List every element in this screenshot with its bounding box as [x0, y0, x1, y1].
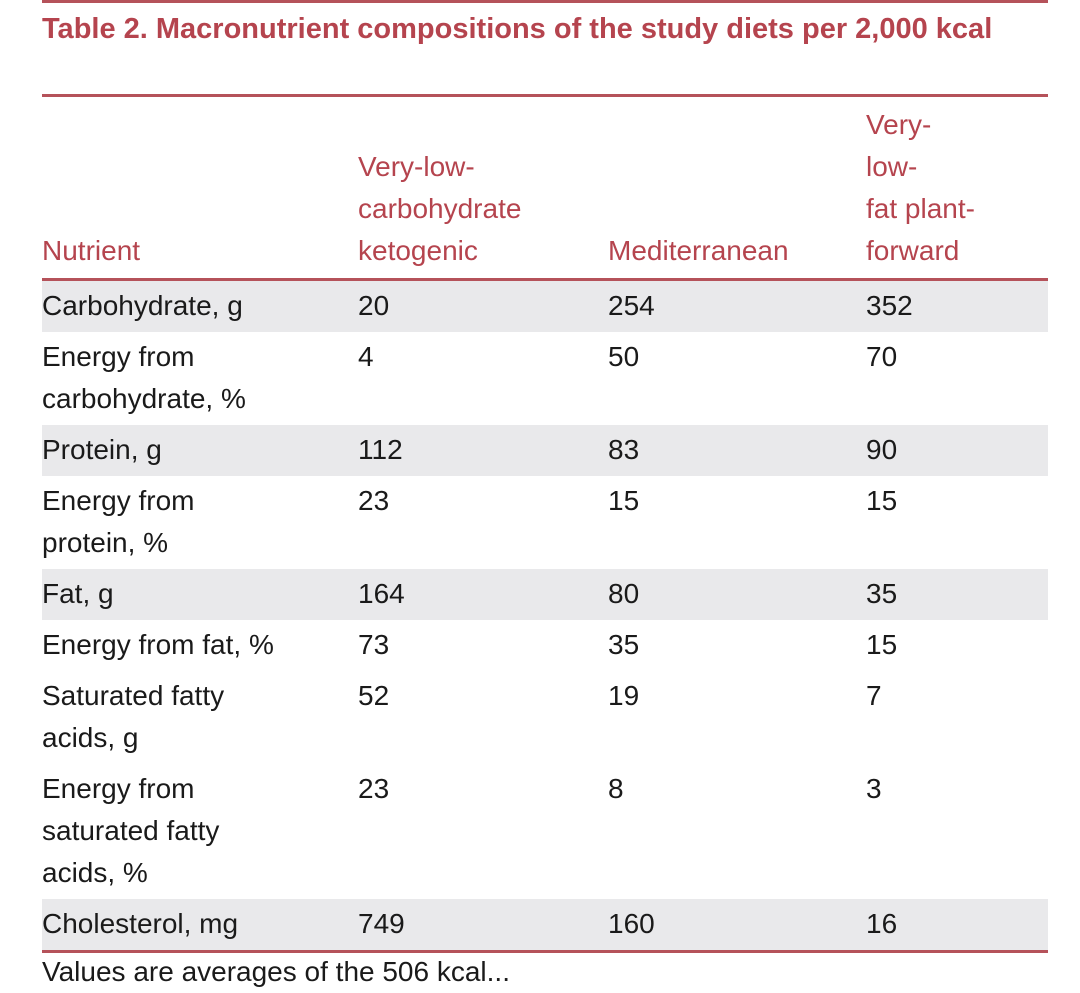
cell-plant-forward: 3: [866, 773, 882, 804]
table-row: Fat, g 164 80 35: [42, 569, 1048, 620]
cell-mediterranean: 35: [608, 629, 640, 660]
cell-nutrient: Energy from protein, %: [42, 485, 195, 558]
cell-plant-forward: 16: [866, 899, 1048, 953]
cell-mediterranean: 50: [608, 341, 640, 372]
table-row: Energy from carbohydrate, % 4 50 70: [42, 332, 1048, 425]
cell-ketogenic: 23: [358, 485, 390, 516]
table-row: Protein, g 112 83 90: [42, 425, 1048, 476]
cell-mediterranean: 15: [608, 485, 640, 516]
cell-ketogenic: 20: [358, 279, 608, 332]
table-footnote: Values are averages of the 506 kcal...: [42, 956, 510, 987]
header-plant-forward: Very- low- fat plant- forward: [866, 100, 1048, 281]
cell-mediterranean: 80: [608, 569, 866, 620]
cell-plant-forward: 35: [866, 569, 1048, 620]
cell-plant-forward: 15: [866, 629, 898, 660]
top-rule: [42, 0, 1048, 3]
table-row: Energy from saturated fatty acids, % 23 8 3: [42, 764, 1048, 899]
cell-mediterranean: 83: [608, 425, 866, 476]
cell-nutrient: Cholesterol, mg: [42, 899, 358, 953]
cell-ketogenic: 73: [358, 629, 390, 660]
cell-nutrient: Protein, g: [42, 425, 358, 476]
cell-mediterranean: 160: [608, 899, 866, 953]
cell-plant-forward: 15: [866, 485, 898, 516]
table-row: Cholesterol, mg 749 160 16: [42, 899, 1048, 953]
cell-ketogenic: 4: [358, 341, 374, 372]
cell-ketogenic: 52: [358, 680, 390, 711]
table-body: Carbohydrate, g 20 254 352 Energy from carbo…: [42, 279, 1048, 953]
cell-mediterranean: 19: [608, 680, 640, 711]
cell-ketogenic: 112: [358, 425, 608, 476]
cell-plant-forward: 90: [866, 425, 1048, 476]
table-row: Energy from protein, % 23 15 15: [42, 476, 1048, 569]
cell-nutrient: Energy from carbohydrate, %: [42, 341, 246, 414]
cell-plant-forward: 70: [866, 341, 898, 372]
cell-mediterranean: 254: [608, 279, 866, 332]
cell-mediterranean: 8: [608, 773, 624, 804]
title-rule: [42, 94, 1048, 97]
header-mediterranean: Mediterranean: [608, 100, 866, 281]
cell-nutrient: Energy from fat, %: [42, 629, 274, 660]
header-nutrient: Nutrient: [42, 100, 358, 281]
cell-ketogenic: 164: [358, 569, 608, 620]
cell-plant-forward: 7: [866, 680, 882, 711]
cell-nutrient: Carbohydrate, g: [42, 279, 358, 332]
table-row: Saturated fatty acids, g 52 19 7: [42, 671, 1048, 764]
cell-ketogenic: 749: [358, 899, 608, 953]
cell-nutrient: Saturated fatty acids, g: [42, 680, 225, 753]
cell-ketogenic: 23: [358, 773, 390, 804]
cell-nutrient: Fat, g: [42, 569, 358, 620]
table-row: Carbohydrate, g 20 254 352: [42, 279, 1048, 332]
macronutrient-table: Nutrient Very-low- carbohydrate ketogeni…: [42, 100, 1048, 953]
table-title: Table 2. Macronutrient compositions of t…: [42, 13, 993, 45]
header-ketogenic: Very-low- carbohydrate ketogenic: [358, 100, 608, 281]
header-row: Nutrient Very-low- carbohydrate ketogeni…: [42, 100, 1048, 281]
cell-plant-forward: 352: [866, 279, 1048, 332]
table-row: Energy from fat, % 73 35 15: [42, 620, 1048, 671]
cell-nutrient: Energy from saturated fatty acids, %: [42, 773, 220, 888]
